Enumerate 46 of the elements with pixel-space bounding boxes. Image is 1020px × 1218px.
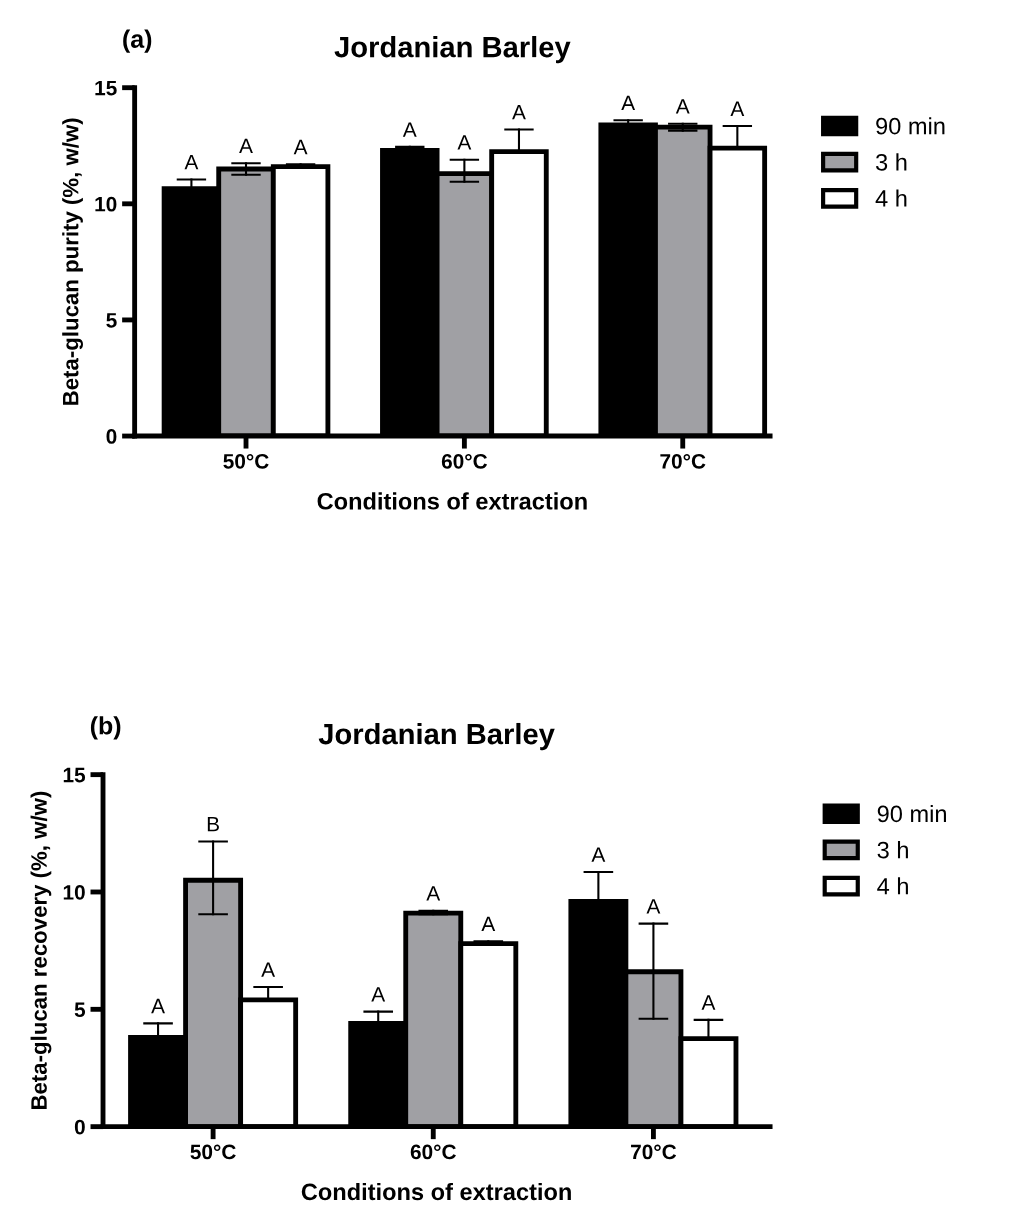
legend-label: 3 h [877, 841, 908, 859]
y-tick-label: 5 [106, 313, 117, 328]
chart-title: Jordanian Barley [318, 722, 555, 751]
data-label: A [512, 105, 526, 120]
legend-label: 4 h [877, 877, 908, 895]
x-axis-title: Conditions of extraction [317, 492, 587, 510]
data-label: A [184, 154, 199, 170]
data-label: A [457, 135, 472, 150]
data-label: A [293, 139, 308, 155]
data-label: A [426, 886, 441, 901]
text: (b) [90, 716, 121, 740]
y-tick-label: 10 [95, 196, 117, 212]
y-tick-label: 0 [74, 1119, 85, 1135]
legend-label: 90 min [876, 117, 945, 135]
x-tick-label: 50°C [223, 453, 269, 469]
x-tick-label: 70°C [660, 453, 706, 469]
data-label: A [402, 122, 417, 137]
data-label: A [371, 987, 386, 1002]
legend-label: 90 min [877, 804, 946, 823]
y-tick-label: 15 [95, 80, 117, 96]
data-label: A [239, 138, 253, 154]
legend-label: 4 h [875, 189, 907, 207]
x-tick-label: 60°C [410, 1144, 456, 1160]
data-label: A [621, 95, 636, 111]
x-tick-label: 70°C [631, 1144, 677, 1160]
legend-label: 3 h [875, 153, 907, 171]
data-label: A [261, 962, 276, 977]
data-label: A [701, 995, 716, 1010]
data-label: A [481, 916, 496, 932]
data-label: B [207, 817, 219, 832]
chart-title: Jordanian Barley [334, 36, 571, 64]
y-tick-label: 10 [63, 884, 85, 900]
data-label: A [591, 847, 606, 862]
data-label: A [151, 998, 165, 1014]
y-axis-title: Beta-glucan recovery (%, w/w) [30, 791, 52, 1110]
text: (a) [123, 29, 152, 53]
y-tick-label: 15 [63, 767, 86, 783]
x-tick-label: 60°C [441, 453, 488, 469]
y-tick-label: 5 [74, 1002, 86, 1018]
data-label: A [646, 899, 661, 914]
x-tick-label: 50°C [190, 1144, 236, 1160]
y-axis-title: Beta-glucan purity (%, w/w) [62, 118, 83, 405]
data-label: A [730, 101, 745, 116]
data-label: A [675, 99, 690, 114]
y-tick-label: 0 [106, 429, 117, 444]
x-axis-title: Conditions of extraction [301, 1182, 571, 1201]
